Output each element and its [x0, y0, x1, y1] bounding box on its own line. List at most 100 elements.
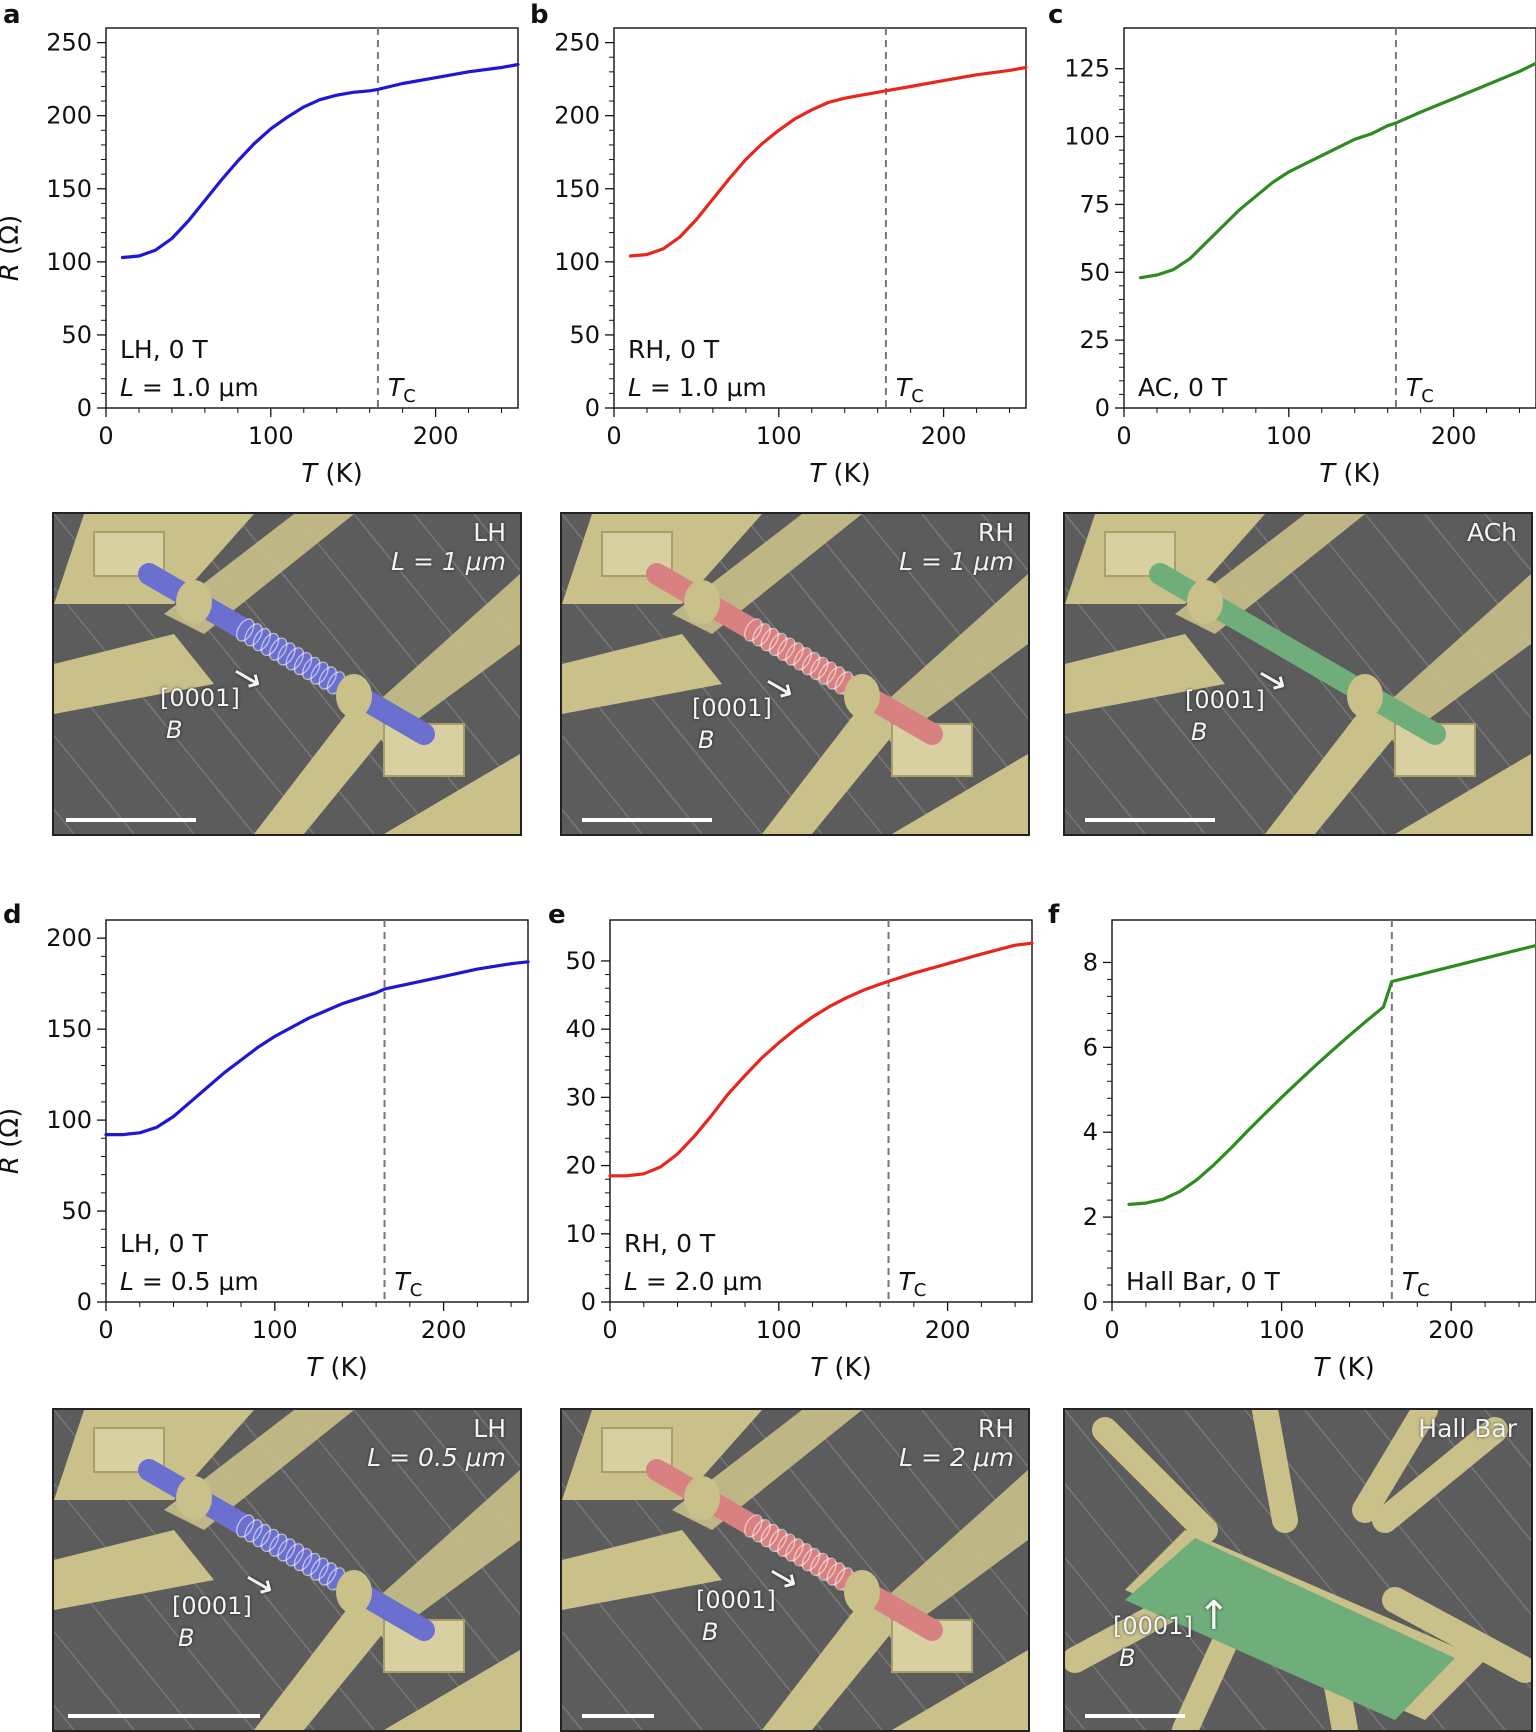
- y-tick-label: 250: [554, 29, 600, 57]
- sem-device-drawing: [1065, 1410, 1531, 1730]
- contact-ring: [1347, 674, 1383, 718]
- panel-letter-b: b: [530, 0, 549, 30]
- x-tick-label: 0: [98, 422, 113, 450]
- annotation-text: L = 0.5 μm: [120, 1267, 259, 1296]
- device-type: Hall Bar: [1418, 1414, 1517, 1443]
- y-tick-label: 100: [1064, 123, 1110, 151]
- series-line: [631, 68, 1027, 257]
- direction-arrow-icon: ↑: [1197, 1600, 1231, 1632]
- field-label: B: [178, 1622, 252, 1654]
- y-tick-label: 0: [1083, 1288, 1098, 1316]
- annotation-text: L = 1.0 μm: [628, 373, 767, 402]
- y-tick-label: 200: [46, 102, 92, 130]
- device-length: L = 1 μm: [899, 547, 1014, 576]
- y-tick-label: 6: [1083, 1033, 1098, 1061]
- plot-frame: [1112, 920, 1536, 1302]
- device-type: ACh: [1467, 518, 1517, 547]
- device-type: LH: [367, 1414, 506, 1443]
- annotation-text: L = 2.0 μm: [624, 1267, 763, 1296]
- y-tick-label: 30: [565, 1083, 596, 1111]
- series-line: [1141, 63, 1536, 277]
- y-axis-label: R (Ω): [0, 1108, 25, 1175]
- device-type: RH: [899, 1414, 1014, 1443]
- panel-letter-e: e: [548, 900, 566, 930]
- field-label: B: [698, 724, 772, 756]
- direction-label: [0001]B: [696, 1584, 776, 1648]
- device-length: L = 2 μm: [899, 1443, 1014, 1472]
- plot-frame: [106, 28, 518, 408]
- y-tick-label: 50: [565, 947, 596, 975]
- y-tick-label: 0: [581, 1288, 596, 1316]
- contact-ring: [844, 674, 880, 718]
- contact-ring: [684, 580, 720, 624]
- annotation-text: LH, 0 T: [120, 1229, 208, 1258]
- y-tick-label: 0: [77, 394, 92, 422]
- y-tick-label: 2: [1083, 1203, 1098, 1231]
- plot-frame: [106, 920, 528, 1302]
- annotation-text: Hall Bar, 0 T: [1126, 1267, 1280, 1296]
- annotation-text: AC, 0 T: [1138, 373, 1228, 402]
- y-tick-label: 100: [46, 248, 92, 276]
- annotation-text: LH, 0 T: [120, 335, 208, 364]
- x-tick-label: 200: [1428, 1316, 1474, 1344]
- series-line: [1129, 946, 1536, 1205]
- panel-letter-c: c: [1048, 0, 1063, 30]
- y-tick-label: 200: [46, 924, 92, 952]
- y-axis-label: R (Ω): [0, 215, 25, 282]
- crystal-direction: [0001]: [1113, 1610, 1193, 1642]
- y-tick-label: 125: [1064, 55, 1110, 83]
- y-tick-label: 10: [565, 1220, 596, 1248]
- direction-label: [0001]B: [1113, 1610, 1193, 1674]
- panel-letter-a: a: [3, 0, 21, 30]
- y-tick-label: 200: [554, 102, 600, 130]
- plot-frame: [1124, 28, 1536, 408]
- tc-label: TC: [1406, 373, 1434, 407]
- x-axis-label: T (K): [306, 1353, 368, 1383]
- y-tick-label: 50: [1079, 258, 1110, 286]
- sem-device-drawing: [1065, 514, 1531, 834]
- x-axis-label: T (K): [1313, 1353, 1375, 1383]
- device-length: L = 1 μm: [391, 547, 506, 576]
- contact-ring: [176, 1476, 212, 1520]
- direction-label: [0001]B: [692, 692, 772, 756]
- tc-label: TC: [1402, 1267, 1430, 1301]
- y-tick-label: 20: [565, 1152, 596, 1180]
- direction-label: [0001]B: [1185, 684, 1265, 748]
- plot-frame: [610, 920, 1032, 1302]
- series-line: [123, 65, 519, 258]
- y-tick-label: 0: [585, 394, 600, 422]
- y-tick-label: 50: [61, 321, 92, 349]
- contact-ring: [844, 1570, 880, 1614]
- contact-ring: [684, 1476, 720, 1520]
- x-tick-label: 0: [606, 422, 621, 450]
- scale-bar: [582, 1714, 654, 1718]
- y-tick-label: 0: [1095, 394, 1110, 422]
- x-tick-label: 100: [252, 1316, 298, 1344]
- y-tick-label: 50: [61, 1197, 92, 1225]
- x-tick-label: 200: [1431, 422, 1477, 450]
- y-tick-label: 150: [46, 175, 92, 203]
- x-tick-label: 200: [925, 1316, 971, 1344]
- x-axis-label: T (K): [809, 459, 871, 489]
- x-axis-label: T (K): [810, 1353, 872, 1383]
- x-axis-label: T (K): [301, 459, 363, 489]
- x-tick-label: 100: [248, 422, 294, 450]
- x-tick-label: 0: [98, 1316, 113, 1344]
- plot-frame: [614, 28, 1026, 408]
- panel-letter-f: f: [1048, 900, 1059, 930]
- x-tick-label: 0: [1116, 422, 1131, 450]
- annotation-text: RH, 0 T: [628, 335, 720, 364]
- scale-bar: [66, 818, 196, 822]
